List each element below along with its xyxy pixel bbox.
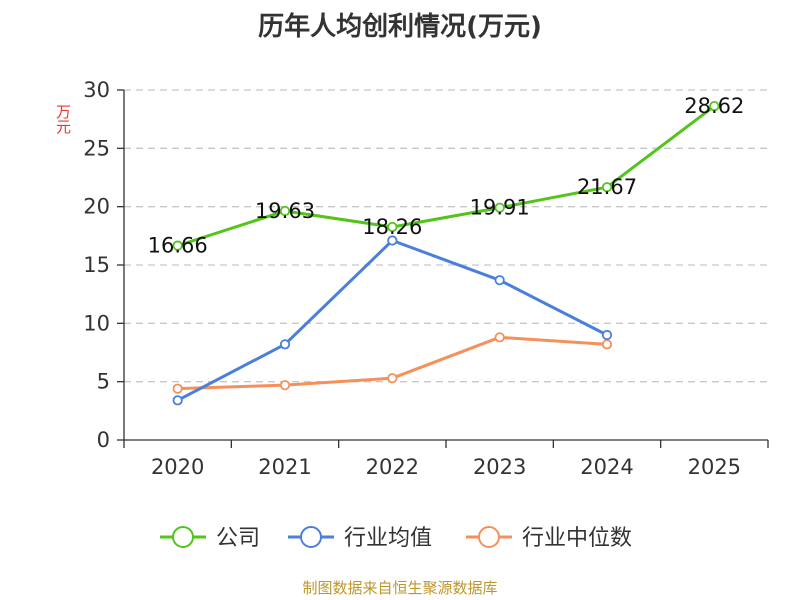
x-tick-label: 2020 — [151, 455, 204, 479]
data-point — [601, 329, 613, 341]
x-tick-label: 2022 — [366, 455, 419, 479]
data-point — [279, 205, 291, 217]
y-tick-label: 15 — [83, 253, 110, 277]
legend-label: 公司 — [216, 526, 260, 551]
data-label: 19.91 — [470, 196, 530, 220]
data-label: 19.63 — [255, 199, 315, 223]
legend[interactable]: 公司 行业均值 行业中位数 — [160, 526, 632, 551]
legend-item-3[interactable]: 行业中位数 — [466, 526, 632, 551]
data-point — [494, 332, 505, 343]
series — [172, 101, 720, 406]
x-tick-label: 2023 — [473, 455, 526, 479]
data-point — [601, 182, 613, 193]
y-tick-label: 20 — [83, 195, 110, 219]
x-tick-label: 2024 — [580, 455, 633, 479]
data-point — [601, 339, 613, 350]
legend-marker — [478, 526, 500, 548]
legend-marker — [300, 526, 322, 548]
data-point — [279, 380, 291, 391]
data-point — [494, 275, 505, 286]
legend-item-2[interactable]: 行业均值 — [288, 526, 432, 551]
series-line-1 — [177, 104, 716, 248]
x-tick-label: 2021 — [258, 455, 311, 479]
data-point — [387, 373, 398, 384]
source-footer: 制图数据来自恒生聚源数据库 — [302, 579, 498, 597]
data-labels: 16.66 19.63 18.26 19.91 21.67 28.62 — [148, 94, 745, 258]
data-point — [279, 339, 291, 350]
data-point — [172, 395, 183, 406]
legend-label: 行业中位数 — [522, 526, 632, 551]
y-tick-label: 30 — [83, 78, 110, 102]
data-point — [494, 202, 505, 213]
data-label: 16.66 — [148, 234, 208, 258]
y-tick-label: 0 — [97, 428, 110, 452]
legend-marker — [172, 526, 194, 548]
chart-title: 历年人均创利情况(万元) — [258, 12, 542, 42]
data-point — [709, 101, 720, 112]
data-label: 28.62 — [684, 94, 744, 118]
data-point — [387, 221, 398, 233]
legend-label: 行业均值 — [344, 526, 432, 551]
y-tick-label: 5 — [97, 370, 110, 394]
y-axis-unit-label: 万元 — [54, 104, 72, 134]
y-tick-label: 25 — [83, 136, 110, 160]
x-tick-label: 2025 — [688, 455, 741, 479]
legend-item-1[interactable]: 公司 — [160, 526, 260, 551]
y-tick-label: 10 — [83, 311, 110, 335]
grid-lines — [124, 89, 768, 383]
data-point — [172, 240, 183, 251]
data-label: 18.26 — [362, 215, 422, 239]
data-point — [387, 235, 398, 246]
data-label: 21.67 — [577, 175, 637, 199]
data-point — [172, 383, 183, 394]
